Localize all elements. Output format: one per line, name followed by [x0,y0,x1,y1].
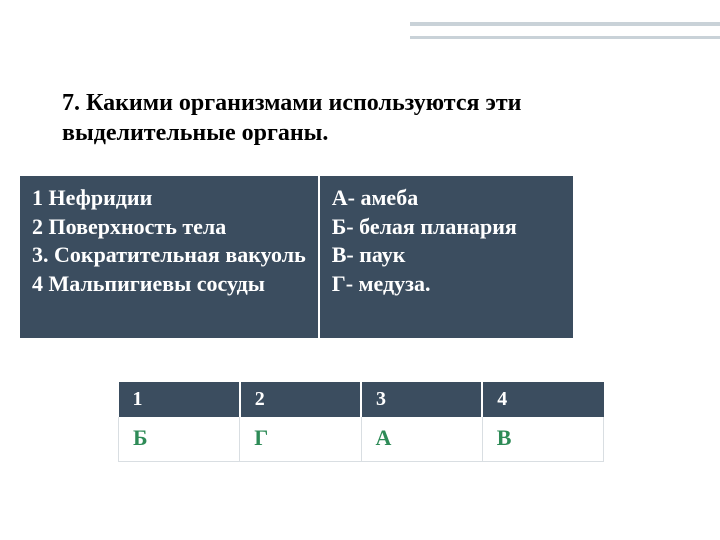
answer-header: 2 [240,382,361,417]
match-left-item: 3. Сократительная вакуоль [32,241,306,270]
answer-cell: В [482,417,603,462]
answer-header: 3 [361,382,482,417]
question-heading: 7. Какими организмами используются эти в… [62,88,660,148]
match-right-item: В- паук [332,241,561,270]
match-right-item: Б- белая планария [332,213,561,242]
deco-bar-thick [410,22,720,26]
answer-header-row: 1 2 3 4 [119,382,604,417]
match-left-item: 4 Мальпигиевы сосуды [32,270,306,299]
answer-cell: Г [240,417,361,462]
table-row: 1 Нефридии 2 Поверхность тела 3. Сократи… [20,176,573,338]
match-left-item: 2 Поверхность тела [32,213,306,242]
match-left-cell: 1 Нефридии 2 Поверхность тела 3. Сократи… [20,176,319,338]
match-right-item: А- амеба [332,184,561,213]
heading-line-1: 7. Какими организмами используются эти [62,90,522,116]
answer-cell: А [361,417,482,462]
heading-line-2: выделительные органы. [62,120,328,146]
answer-cell: Б [119,417,240,462]
answer-table: 1 2 3 4 Б Г А В [118,382,604,462]
matching-table: 1 Нефридии 2 Поверхность тела 3. Сократи… [20,176,573,338]
decorative-top-bars [410,22,720,42]
answer-header: 4 [482,382,603,417]
deco-bar-thin [410,36,720,39]
match-left-item: 1 Нефридии [32,184,306,213]
match-right-cell: А- амеба Б- белая планария В- паук Г- ме… [319,176,573,338]
answer-header: 1 [119,382,240,417]
slide: 7. Какими организмами используются эти в… [0,0,720,540]
match-right-item: Г- медуза. [332,270,561,299]
answer-row: Б Г А В [119,417,604,462]
